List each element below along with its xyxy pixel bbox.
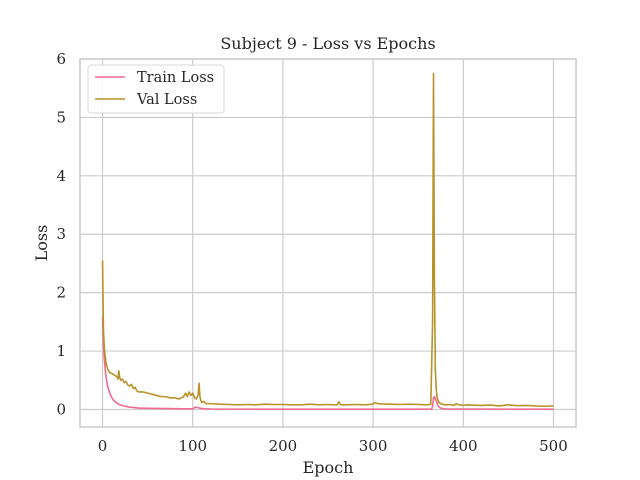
y-tick-label: 6	[56, 50, 66, 68]
x-tick-label: 0	[98, 437, 108, 455]
y-tick-label: 3	[56, 225, 66, 243]
y-axis-label: Loss	[32, 225, 51, 262]
x-tick-label: 100	[178, 437, 207, 455]
series-layer	[101, 72, 554, 410]
y-tick-label: 2	[56, 284, 66, 302]
x-tick-label: 400	[449, 437, 478, 455]
x-tick-label: 200	[269, 437, 298, 455]
legend: Train Loss Val Loss	[87, 64, 225, 114]
chart-title: Subject 9 - Loss vs Epochs	[220, 34, 435, 53]
series-line-train-loss	[101, 317, 554, 410]
tick-labels: 0 100 200 300 400 500 0 1 2 3 4 5 6	[56, 50, 567, 455]
legend-label-val-loss: Val Loss	[136, 92, 197, 108]
series-line-val-loss	[101, 72, 554, 408]
x-tick-label: 300	[359, 437, 388, 455]
grid	[80, 58, 576, 427]
x-axis-label: Epoch	[303, 458, 354, 477]
y-tick-label: 0	[56, 400, 66, 418]
legend-label-train-loss: Train Loss	[137, 70, 214, 86]
plot-frame	[79, 58, 577, 428]
y-tick-label: 1	[56, 342, 66, 360]
y-tick-label: 5	[56, 108, 66, 126]
x-tick-label: 500	[539, 437, 568, 455]
y-tick-label: 4	[56, 167, 66, 185]
